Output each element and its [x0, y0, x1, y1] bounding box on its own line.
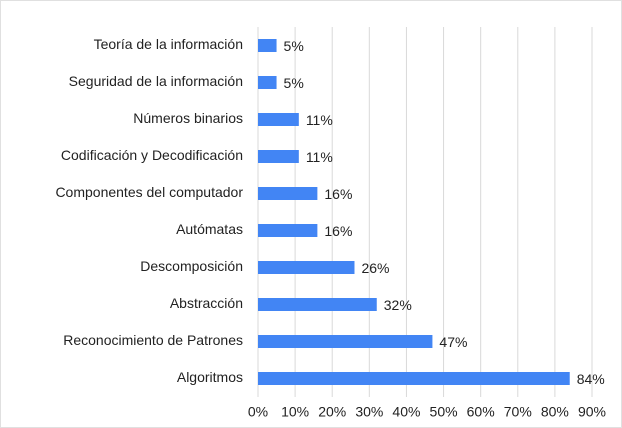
value-label: 84% [577, 371, 605, 387]
value-label: 11% [306, 112, 333, 128]
value-label: 26% [361, 260, 389, 276]
bar [258, 298, 377, 311]
x-tick-label: 70% [504, 404, 532, 420]
x-tick-label: 60% [467, 404, 495, 420]
value-label: 5% [284, 75, 304, 91]
bar [258, 150, 299, 163]
value-label: 11% [306, 149, 333, 165]
x-tick-label: 20% [318, 404, 346, 420]
bar [258, 261, 355, 274]
y-tick-label: Autómatas [176, 221, 243, 237]
bar [258, 113, 299, 126]
x-tick-label: 30% [355, 404, 383, 420]
y-tick-label: Descomposición [140, 258, 243, 274]
y-tick-label: Componentes del computador [55, 184, 243, 200]
x-tick-label: 50% [430, 404, 458, 420]
y-tick-label: Abstracción [170, 295, 243, 311]
bar [258, 335, 433, 348]
x-tick-label: 90% [578, 404, 606, 420]
value-label: 47% [439, 334, 467, 350]
value-label: 16% [324, 186, 352, 202]
value-label: 5% [284, 38, 304, 54]
bar [258, 224, 318, 237]
y-tick-label: Teoría de la información [94, 36, 243, 52]
y-tick-label: Codificación y Decodificación [61, 147, 243, 163]
x-tick-label: 0% [248, 404, 268, 420]
bar [258, 187, 318, 200]
x-tick-label: 80% [541, 404, 569, 420]
value-label: 16% [324, 223, 352, 239]
y-tick-label: Reconocimiento de Patrones [63, 332, 243, 348]
y-tick-label: Seguridad de la información [69, 73, 243, 89]
bar [258, 76, 277, 89]
y-tick-label: Números binarios [133, 110, 243, 126]
y-tick-label: Algoritmos [177, 369, 243, 385]
x-tick-label: 10% [281, 404, 309, 420]
x-tick-label: 40% [392, 404, 420, 420]
bar [258, 39, 277, 52]
bar [258, 372, 570, 385]
value-label: 32% [384, 297, 412, 313]
